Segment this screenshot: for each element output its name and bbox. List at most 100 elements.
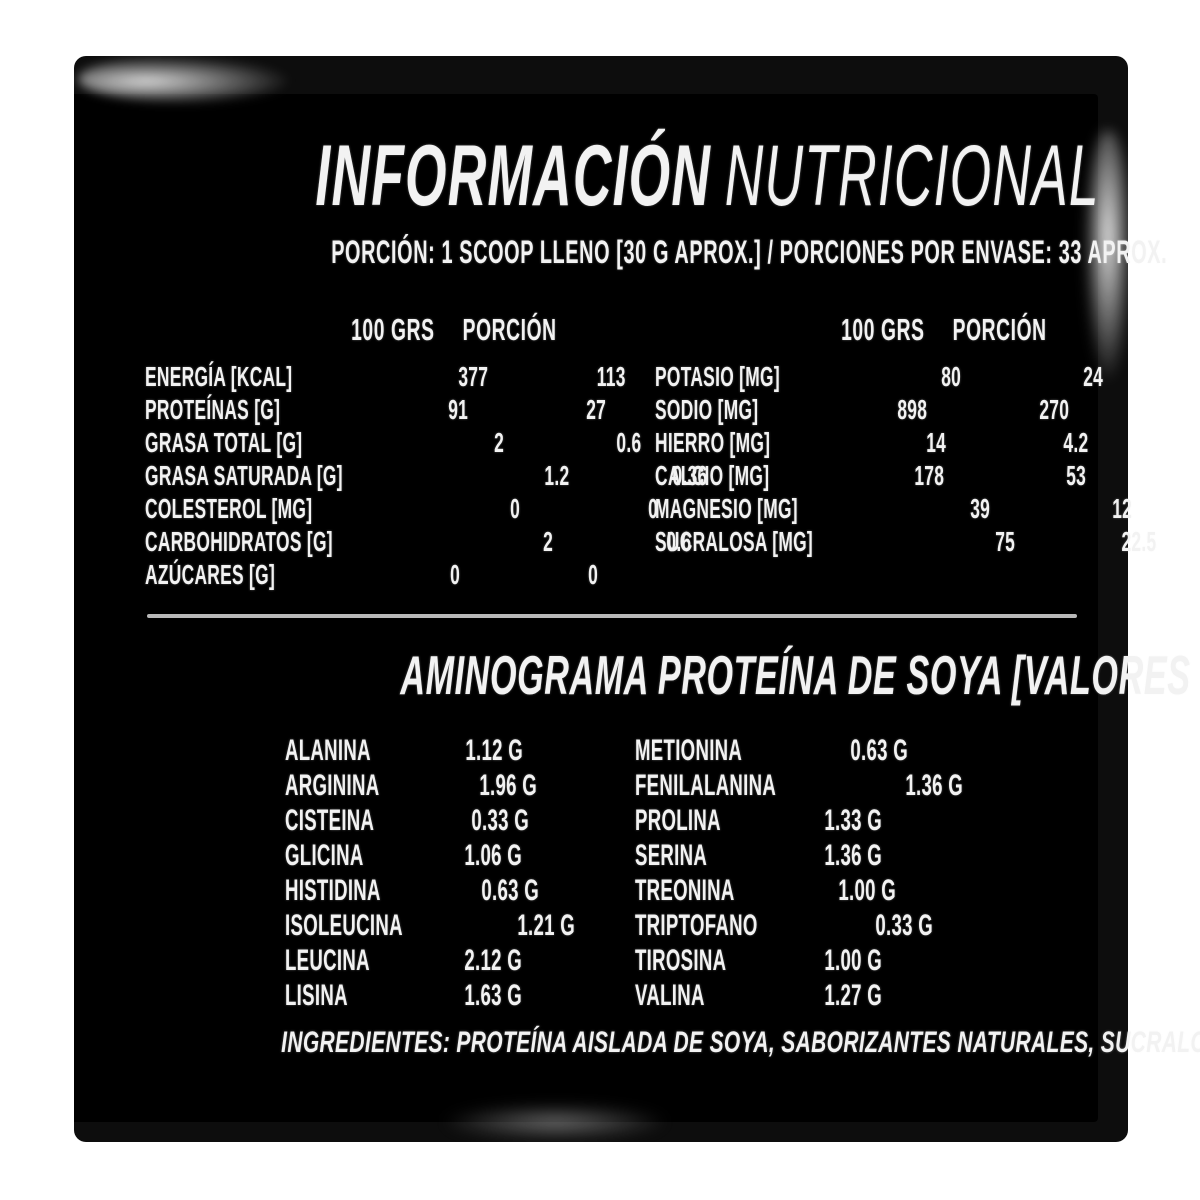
nutrient-row: SODIO [MG] 898 270 (655, 393, 1068, 426)
table-header-row: 100 GRS PORCIÓN (145, 312, 557, 348)
amino-value: 1.33 G (824, 804, 882, 837)
amino-row: TRIPTOFANO 0.33 G (635, 908, 932, 943)
title-secondary: NUTRICIONAL (724, 128, 1100, 224)
amino-value: 1.63 G (464, 979, 522, 1012)
amino-row: HISTIDINA 0.63 G (285, 873, 539, 908)
amino-row: LISINA 1.63 G (285, 978, 522, 1013)
amino-value: 1.27 G (824, 979, 882, 1012)
aminogram-table-left: ALANINA 1.12 G ARGININA 1.96 G CISTEINA … (285, 733, 575, 1013)
value-100g: 80 (941, 361, 962, 392)
value-100g: 0 (449, 559, 460, 590)
serving-info: PORCIÓN: 1 SCOOP LLENO [30 G APROX.] / P… (331, 234, 1168, 270)
nutrient-row: GRASA TOTAL [G] 2 0.6 (145, 426, 641, 459)
amino-name: TREONINA (635, 874, 735, 907)
nutrient-row: CALCIO [MG] 178 53 (655, 459, 1086, 492)
value-100g: 39 (970, 493, 991, 524)
gloss-highlight-bottom (440, 1104, 670, 1140)
amino-row: TREONINA 1.00 G (635, 873, 895, 908)
nutrient-label: HIERRO [MG] (655, 427, 771, 458)
page-title: INFORMACIÓN NUTRICIONAL (75, 130, 1128, 222)
amino-row: ALANINA 1.12 G (285, 733, 523, 768)
value-porcion: 22.5 (1121, 526, 1157, 557)
nutrient-row: MAGNESIO [MG] 39 12 (655, 492, 1132, 525)
amino-row: CISTEINA 0.33 G (285, 803, 529, 838)
amino-row: LEUCINA 2.12 G (285, 943, 522, 978)
amino-name: TRIPTOFANO (635, 909, 758, 942)
nutrient-row: ENERGÍA [KCAL] 377 113 (145, 360, 625, 393)
value-100g: 377 (457, 361, 488, 392)
value-100g: 178 (914, 460, 945, 491)
value-porcion: 0 (647, 493, 658, 524)
title-primary: INFORMACIÓN (315, 128, 712, 224)
nutrient-row: POTASIO [MG] 80 24 (655, 360, 1103, 393)
section-divider (147, 614, 1077, 618)
value-100g: 91 (448, 394, 469, 425)
ingredients-line: INGREDIENTES: PROTEÍNA AISLADA DE SOYA, … (281, 1026, 1200, 1059)
amino-name: FENILALANINA (635, 769, 777, 802)
amino-name: ISOLEUCINA (285, 909, 403, 942)
nutrient-row: COLESTEROL [MG] 0 0 (145, 492, 658, 525)
nutrient-row: AZÚCARES [G] 0 0 (145, 558, 597, 591)
nutrient-label: SODIO [MG] (655, 394, 759, 425)
table-header-row: 100 GRS PORCIÓN (655, 312, 1047, 348)
value-porcion: 53 (1066, 460, 1087, 491)
value-100g: 898 (896, 394, 927, 425)
column-header-porcion: PORCIÓN (462, 312, 557, 347)
nutrient-row: GRASA SATURADA [G] 1.2 0.36 (145, 459, 707, 492)
amino-value: 1.36 G (904, 769, 963, 802)
nutrient-label: CALCIO [MG] (655, 460, 770, 491)
amino-value: 1.36 G (824, 839, 882, 872)
amino-value: 0.63 G (481, 874, 540, 907)
amino-value: 0.33 G (471, 804, 530, 837)
nutrient-label: MAGNESIO [MG] (655, 493, 798, 524)
amino-row: ARGININA 1.96 G (285, 768, 537, 803)
nutrition-panel (74, 56, 1128, 1142)
amino-row: TIROSINA 1.00 G (635, 943, 882, 978)
value-100g: 2 (543, 526, 554, 557)
nutrient-label: AZÚCARES [G] (145, 559, 276, 590)
amino-row: SERINA 1.36 G (635, 838, 882, 873)
value-100g: 2 (493, 427, 504, 458)
nutrient-label: COLESTEROL [MG] (145, 493, 313, 524)
value-100g: 75 (994, 526, 1015, 557)
amino-name: LISINA (285, 979, 348, 1012)
nutrient-row: PROTEÍNAS [G] 91 27 (145, 393, 606, 426)
amino-name: PROLINA (635, 804, 721, 837)
nutrient-row: SUCRALOSA [MG] 75 22.5 (655, 525, 1157, 558)
value-100g: 0 (509, 493, 520, 524)
aminogram-heading: AMINOGRAMA PROTEÍNA DE SOYA [VALORES POR… (400, 644, 1200, 706)
amino-value: 2.12 G (464, 944, 522, 977)
nutrient-label: SUCRALOSA [MG] (655, 526, 814, 557)
column-header-porcion: PORCIÓN (952, 312, 1047, 347)
nutrient-label: CARBOHIDRATOS [G] (145, 526, 333, 557)
value-100g: 14 (926, 427, 946, 458)
amino-value: 0.33 G (875, 909, 933, 942)
amino-name: METIONINA (635, 734, 743, 767)
value-porcion: 24 (1083, 361, 1104, 392)
amino-value: 1.00 G (824, 944, 883, 977)
nutrition-table-left: 100 GRS PORCIÓN ENERGÍA [KCAL] 377 113 P… (145, 312, 707, 591)
amino-name: GLICINA (285, 839, 364, 872)
value-porcion: 113 (596, 361, 626, 392)
amino-name: SERINA (635, 839, 708, 872)
amino-value: 1.06 G (464, 839, 522, 872)
panel-background (74, 94, 1098, 1122)
value-porcion: 0.6 (616, 427, 642, 458)
amino-name: LEUCINA (285, 944, 370, 977)
amino-name: VALINA (635, 979, 705, 1012)
amino-value: 0.63 G (850, 734, 908, 767)
amino-name: ALANINA (285, 734, 371, 767)
value-porcion: 0.36 (672, 460, 708, 491)
nutrition-table-right: 100 GRS PORCIÓN POTASIO [MG] 80 24 SODIO… (655, 312, 1157, 558)
amino-value: 1.21 G (517, 909, 576, 942)
value-porcion: 0.6 (665, 526, 692, 557)
value-porcion: 12 (1112, 493, 1133, 524)
amino-row: METIONINA 0.63 G (635, 733, 908, 768)
value-porcion: 0 (587, 559, 598, 590)
gloss-highlight-right (1084, 130, 1128, 382)
gloss-highlight-top-left (78, 56, 290, 102)
value-porcion: 27 (586, 394, 607, 425)
amino-name: TIROSINA (635, 944, 727, 977)
amino-name: HISTIDINA (285, 874, 381, 907)
